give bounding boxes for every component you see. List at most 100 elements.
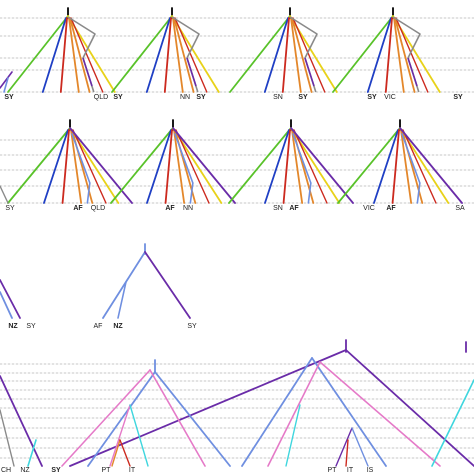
branch bbox=[70, 129, 83, 204]
branch bbox=[27, 439, 37, 467]
tip-label: SY bbox=[113, 94, 123, 101]
branch bbox=[290, 17, 302, 93]
branch bbox=[70, 17, 104, 93]
branch bbox=[345, 439, 349, 467]
branch bbox=[282, 129, 291, 204]
branch bbox=[172, 127, 236, 204]
branch bbox=[69, 17, 91, 93]
branch bbox=[335, 427, 353, 467]
tip-label: SY bbox=[4, 94, 14, 101]
branch bbox=[267, 361, 321, 467]
tip-label: NN bbox=[180, 94, 190, 101]
branch bbox=[163, 17, 172, 93]
tip-labels: SY QLD SY NN SY SN SY SY VIC SY SY AF QLD AF NN SN AF VIC… bbox=[1, 94, 465, 474]
branch bbox=[373, 129, 399, 204]
branch bbox=[407, 57, 418, 87]
branch bbox=[264, 129, 290, 204]
branch bbox=[7, 15, 69, 93]
tip-label: IT bbox=[347, 467, 354, 474]
branch bbox=[399, 127, 463, 204]
tip-label: SY bbox=[5, 205, 15, 212]
tip-label: SA bbox=[455, 205, 465, 212]
branch bbox=[87, 371, 156, 467]
branch bbox=[72, 129, 107, 204]
tip-label: AF bbox=[73, 205, 83, 212]
tip-label: AF bbox=[165, 205, 175, 212]
branch bbox=[332, 15, 394, 93]
tip-label: SY bbox=[196, 94, 206, 101]
branch bbox=[401, 133, 421, 184]
tip-label: IS bbox=[367, 467, 374, 474]
branch bbox=[285, 404, 301, 467]
branch bbox=[319, 361, 441, 467]
branch bbox=[345, 349, 474, 467]
branch bbox=[149, 369, 206, 467]
branch bbox=[154, 371, 231, 467]
branch bbox=[0, 71, 13, 89]
branch bbox=[129, 404, 149, 467]
tip-label: SY bbox=[26, 323, 36, 330]
branch bbox=[173, 17, 195, 93]
tip-label: AF bbox=[94, 323, 103, 330]
branch bbox=[144, 251, 191, 319]
branch bbox=[117, 281, 127, 319]
branch bbox=[164, 129, 173, 204]
branch bbox=[431, 379, 474, 467]
branch bbox=[173, 129, 186, 204]
branch bbox=[263, 17, 289, 93]
branch bbox=[119, 439, 131, 467]
branch bbox=[59, 17, 68, 93]
branch bbox=[228, 127, 292, 204]
branch bbox=[351, 427, 369, 467]
branch bbox=[307, 182, 312, 204]
branch bbox=[68, 17, 80, 93]
tip-label: PT bbox=[102, 467, 112, 474]
branch bbox=[395, 17, 429, 93]
branch bbox=[291, 129, 304, 204]
tip-label: VIC bbox=[363, 205, 375, 212]
branch bbox=[304, 57, 315, 87]
tip-label: SY bbox=[298, 94, 308, 101]
branch bbox=[109, 404, 131, 467]
time-gridlines bbox=[0, 17, 474, 459]
branch bbox=[281, 17, 290, 93]
branch bbox=[61, 129, 70, 204]
branch bbox=[71, 133, 91, 184]
branch bbox=[391, 129, 400, 204]
trees bbox=[0, 7, 474, 467]
tip-label: NZ bbox=[113, 323, 123, 330]
tip-label: NZ bbox=[20, 467, 30, 474]
branch bbox=[86, 182, 91, 204]
tip-label: SN bbox=[273, 94, 283, 101]
branch bbox=[292, 133, 312, 184]
branch bbox=[189, 182, 194, 204]
tip-label: AF bbox=[289, 205, 299, 212]
branch bbox=[337, 127, 401, 204]
branch bbox=[174, 133, 194, 184]
branch bbox=[293, 129, 328, 204]
branch bbox=[0, 409, 15, 467]
branch bbox=[43, 129, 69, 204]
tip-label: QLD bbox=[94, 94, 108, 101]
tip-label: VIC bbox=[384, 94, 396, 101]
branch bbox=[311, 357, 387, 467]
branch bbox=[3, 77, 9, 93]
tip-label: SN bbox=[273, 205, 283, 212]
tip-label: SY bbox=[367, 94, 377, 101]
branch bbox=[111, 439, 121, 467]
branch bbox=[0, 279, 21, 319]
branch bbox=[145, 17, 171, 93]
tip-label: SY bbox=[187, 323, 197, 330]
tip-label: PT bbox=[328, 467, 338, 474]
tip-label: QLD bbox=[91, 205, 105, 212]
branch bbox=[110, 127, 174, 204]
tip-label: IT bbox=[129, 467, 136, 474]
branch bbox=[174, 17, 208, 93]
branch bbox=[384, 17, 393, 93]
branch bbox=[0, 375, 43, 467]
branch bbox=[186, 57, 197, 87]
branch bbox=[61, 369, 151, 467]
branch bbox=[82, 57, 93, 87]
branch bbox=[416, 182, 421, 204]
